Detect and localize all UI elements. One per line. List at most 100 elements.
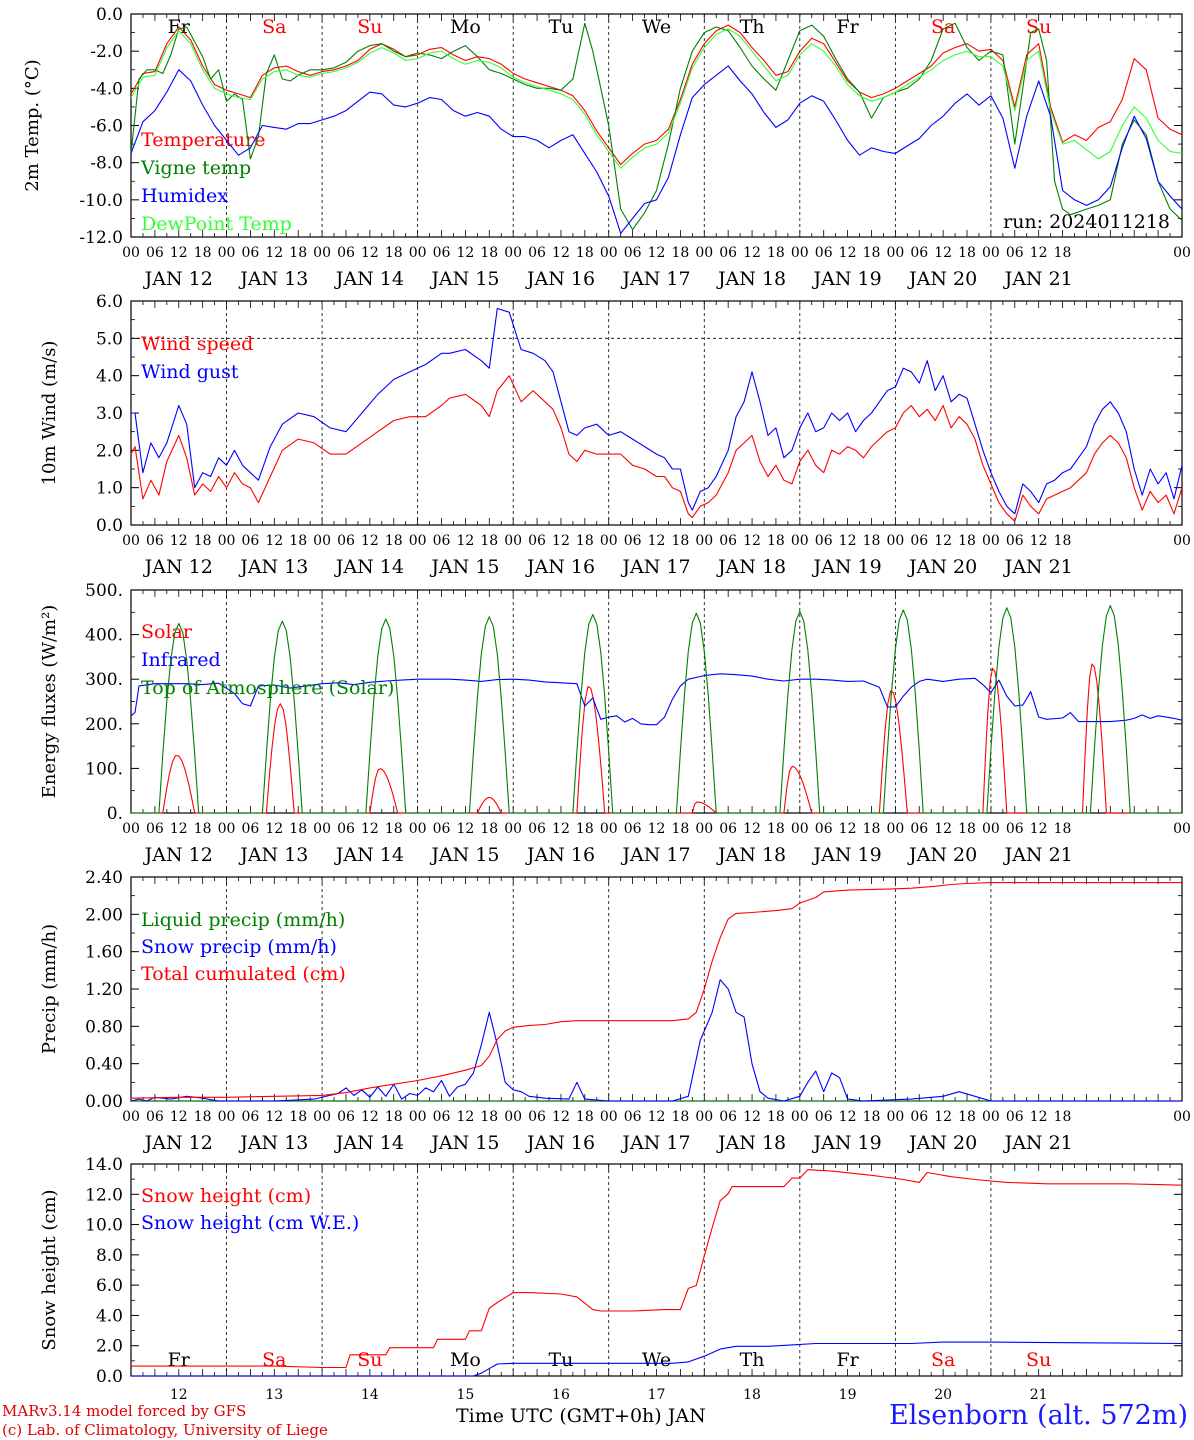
- panel-5-weekday-label: Su: [1026, 1349, 1051, 1371]
- panel-4-hour-label: 00: [982, 1109, 1000, 1125]
- panel-1-hour-label: 06: [624, 245, 642, 261]
- panel-4-hour-label: 00: [218, 1109, 236, 1125]
- panel-2-date-label: JAN 12: [143, 556, 213, 578]
- panel-1-date-label: JAN 17: [620, 268, 690, 290]
- panel-4-date-label: JAN 21: [1003, 1132, 1073, 1154]
- panel-4-hour-label: 00: [122, 1109, 140, 1125]
- panel-2-hour-label: 06: [242, 533, 260, 549]
- panel-3-date-label: JAN 20: [907, 844, 977, 866]
- panel-1-hour-label: 00: [791, 245, 809, 261]
- panel-1-hour-label: 06: [146, 245, 164, 261]
- panel-3-hour-label: 06: [910, 821, 928, 837]
- panel-2-date-label: JAN 17: [620, 556, 690, 578]
- panel-1-series-vigne-temp: [130, 22, 1183, 231]
- panel-4-hour-label: 18: [767, 1109, 785, 1125]
- panel-2-date-label: JAN 18: [716, 556, 786, 578]
- panel-5-legend-snow-height-cm: Snow height (cm): [141, 1185, 311, 1207]
- panel-5-y-tick-label: 12.0: [85, 1185, 123, 1205]
- panel-4-hour-label: 00: [409, 1109, 427, 1125]
- panel-1-hour-label: 00: [695, 245, 713, 261]
- panel-4-series-snow-precip-mm-h: [130, 979, 1182, 1102]
- panel-4-hour-label: 12: [839, 1109, 857, 1125]
- panel-3-hour-label: 18: [576, 821, 594, 837]
- panel-1-hour-label: 00: [409, 245, 427, 261]
- panel-2-y-axis-label: 10m Wind (m/s): [39, 341, 60, 486]
- panel-2-hour-label: 12: [1030, 533, 1048, 549]
- panel-2-date-label: JAN 21: [1003, 556, 1073, 578]
- panel-1-hour-label: 06: [719, 245, 737, 261]
- panel-2-hour-label: 00: [504, 533, 522, 549]
- panel-4-hour-label: 18: [385, 1109, 403, 1125]
- panel-1-hour-label: 18: [767, 245, 785, 261]
- panel-2-legend-wind-gust: Wind gust: [141, 361, 239, 383]
- panel-1-hour-label: 00: [886, 245, 904, 261]
- panel-1-weekday-label: Mo: [450, 16, 481, 38]
- panel-1-weekday-label: Th: [740, 16, 765, 38]
- panel-2-hour-label: 06: [1006, 533, 1024, 549]
- panel-1-weekday-label: Sa: [262, 16, 286, 38]
- panel-4-hour-label: 06: [624, 1109, 642, 1125]
- panel-4-hour-label: 12: [170, 1109, 188, 1125]
- panel-5-day-number: 18: [743, 1387, 761, 1403]
- panel-1-date-label: JAN 20: [907, 268, 977, 290]
- panel-4-y-tick-label: 0.40: [85, 1055, 123, 1075]
- panel-2-hour-label: 00: [695, 533, 713, 549]
- panel-3-hour-label: 18: [1054, 821, 1072, 837]
- panel-1-hour-label: 12: [552, 245, 570, 261]
- panel-5-day-number: 13: [265, 1387, 283, 1403]
- panel-4-hour-label: 06: [719, 1109, 737, 1125]
- panel-3-hour-label: 00: [791, 821, 809, 837]
- panel-1-hour-label: 12: [934, 245, 952, 261]
- panel-1-series-dewpoint-temp: [130, 28, 1183, 169]
- panel-2-hour-label: 12: [934, 533, 952, 549]
- panel-3-y-tick-label: 500.: [85, 581, 123, 601]
- panel-5-weekday-label: Sa: [931, 1349, 955, 1371]
- panel-2-hour-label: 12: [456, 533, 474, 549]
- panel-4-date-label: JAN 17: [620, 1132, 690, 1154]
- panel-5-weekday-label: Tu: [548, 1349, 573, 1371]
- panel-3-series-infrared: [130, 673, 1183, 726]
- panel-3-hour-label: 00: [1173, 821, 1191, 837]
- station-name: Elsenborn (alt. 572m): [889, 1400, 1188, 1431]
- panel-3-hour-label: 00: [313, 821, 331, 837]
- panel-3-hour-label: 12: [552, 821, 570, 837]
- panel-1-hour-label: 06: [337, 245, 355, 261]
- panel-3-hour-label: 00: [409, 821, 427, 837]
- panel-4-hour-label: 12: [552, 1109, 570, 1125]
- panel-2-hour-label: 00: [600, 533, 618, 549]
- panel-5-weekday-label: Th: [740, 1349, 765, 1371]
- panel-4-date-label: JAN 18: [716, 1132, 786, 1154]
- panel-2-date-label: JAN 16: [525, 556, 595, 578]
- panel-5-y-axis-label: Snow height (cm): [39, 1189, 60, 1350]
- panel-2-hour-label: 00: [886, 533, 904, 549]
- panel-1-hour-label: 00: [504, 245, 522, 261]
- panel-4-y-tick-label: 1.20: [85, 980, 123, 1000]
- panel-3-legend-solar: Solar: [141, 621, 193, 643]
- panel-4-hour-label: 00: [886, 1109, 904, 1125]
- panel-1-hour-label: 00: [600, 245, 618, 261]
- panel-3-series-top-of-atmosphere-solar: [131, 605, 1182, 814]
- panel-2-hour-label: 18: [863, 533, 881, 549]
- panel-1-hour-label: 00: [122, 245, 140, 261]
- panel-4-hour-label: 18: [863, 1109, 881, 1125]
- panel-1-legend-vigne-temp: Vigne temp: [140, 157, 251, 179]
- panel-5-day-number: 15: [456, 1387, 474, 1403]
- panel-3-hour-label: 18: [767, 821, 785, 837]
- panel-4-hour-label: 06: [910, 1109, 928, 1125]
- panel-3-hour-label: 06: [815, 821, 833, 837]
- panel-2-hour-label: 18: [194, 533, 212, 549]
- panel-4-date-label: JAN 16: [525, 1132, 595, 1154]
- panel-2-date-label: JAN 15: [429, 556, 499, 578]
- panel-3-hour-label: 12: [648, 821, 666, 837]
- panel-3-y-tick-label: 200.: [85, 715, 123, 735]
- panel-1-hour-label: 06: [433, 245, 451, 261]
- panel-3-date-label: JAN 13: [238, 844, 308, 866]
- panel-1-hour-label: 12: [456, 245, 474, 261]
- panel-3-hour-label: 06: [433, 821, 451, 837]
- panel-1-series-temperature: [130, 24, 1183, 166]
- panel-2-hour-label: 18: [289, 533, 307, 549]
- panel-3-hour-label: 18: [958, 821, 976, 837]
- panel-1-hour-label: 12: [839, 245, 857, 261]
- panel-5-day-number: 12: [170, 1387, 188, 1403]
- panel-4-y-tick-label: 0.80: [85, 1017, 123, 1037]
